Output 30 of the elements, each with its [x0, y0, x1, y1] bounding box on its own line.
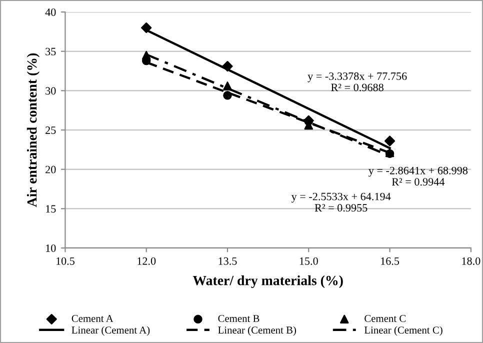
x-axis-title: Water/ dry materials (%) — [192, 275, 343, 288]
x-tick-label: 18.0 — [462, 257, 480, 265]
x-tick-label: 15.0 — [300, 257, 318, 265]
legend-label: Linear (Cement B) — [218, 326, 296, 336]
x-tick-label: 16.5 — [381, 257, 400, 265]
y-tick-label: 25 — [46, 126, 56, 134]
y-tick-label: 35 — [46, 48, 56, 56]
y-tick-label: 30 — [46, 87, 56, 95]
annotation: y = -3.3378x + 77.756 R² = 0.9688 — [308, 72, 407, 92]
legend-label: Cement B — [218, 315, 260, 322]
point — [142, 50, 151, 60]
point — [141, 22, 152, 34]
legend-label: Linear (Cement A) — [72, 326, 150, 336]
annotation: y = -2.5533x + 64.194 R² = 0.9955 — [291, 192, 391, 212]
y-tick-label: 40 — [45, 8, 56, 16]
x-tick-label: 12.0 — [138, 257, 156, 265]
annotation: y = -2.8641x + 68.998 R² = 0.9944 — [368, 166, 468, 186]
y-tick-label: 20 — [46, 166, 56, 174]
point — [223, 82, 232, 90]
y-axis-title: Air entrained content (%) — [26, 53, 40, 208]
legend-label: Cement A — [72, 315, 114, 322]
point — [384, 136, 396, 146]
legend-label: Linear (Cement C) — [364, 326, 442, 336]
point — [223, 91, 232, 100]
x-tick-label: 13.5 — [218, 257, 237, 265]
x-tick-label: 10.5 — [56, 257, 74, 265]
y-tick-label: 10 — [46, 244, 56, 252]
legend-label: Cement C — [364, 315, 406, 322]
point — [222, 60, 233, 72]
y-tick-label: 15 — [46, 205, 56, 213]
